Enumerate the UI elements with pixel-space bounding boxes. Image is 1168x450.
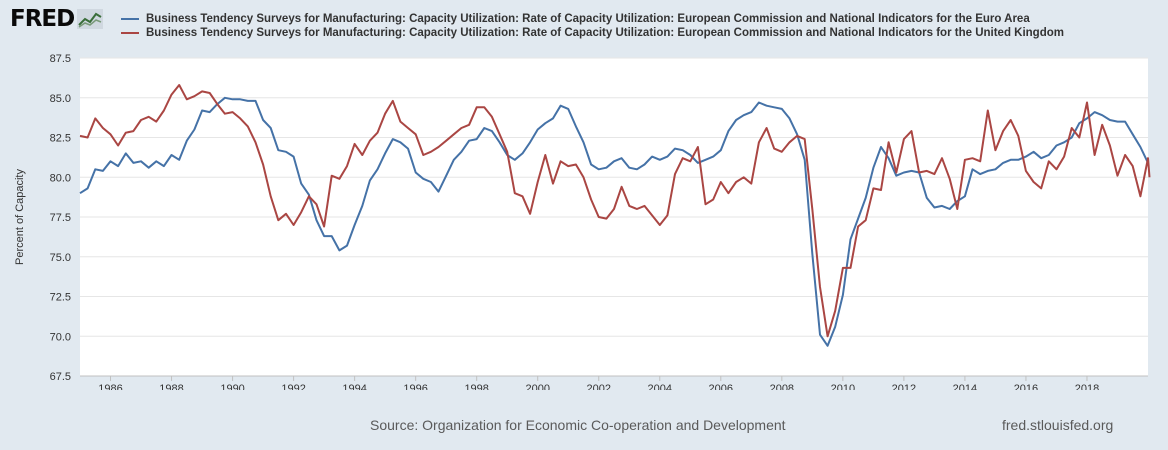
- chart-area: 67.5 70.0 72.5 75.0 77.5 80.0 82.5 85.0 87.5 198…: [0, 50, 1168, 395]
- legend-label-euro-area: Business Tendency Surveys for Manufactur…: [146, 13, 1030, 25]
- chart-header: FRED Business Tendency Surveys for Manuf…: [0, 0, 1168, 56]
- x-tick-label: 1986: [98, 383, 122, 390]
- line-chart-icon: [77, 9, 104, 29]
- x-tick-label: 1994: [342, 383, 366, 390]
- site-link[interactable]: fred.stlouisfed.org: [1002, 417, 1114, 433]
- y-tick-label: 80.0: [50, 172, 71, 184]
- x-tick-label: 2000: [525, 383, 549, 390]
- x-tick-label: 2002: [587, 383, 611, 390]
- x-tick-label: 2010: [831, 383, 855, 390]
- y-tick-label: 85.0: [50, 93, 71, 105]
- x-tick-label: 2018: [1075, 383, 1099, 390]
- legend-swatch-euro-area: [121, 18, 139, 20]
- series-line-euro-area[interactable]: [79, 96, 1149, 347]
- x-tick-label: 1990: [220, 383, 244, 390]
- y-tick-label: 75.0: [50, 252, 71, 264]
- x-tick-label: 2006: [709, 383, 733, 390]
- y-tick-label: 77.5: [50, 212, 71, 224]
- x-tick-label: 2014: [953, 383, 977, 390]
- x-tick-label: 1992: [281, 383, 305, 390]
- y-tick-label: 70.0: [50, 331, 71, 343]
- legend-label-united-kingdom: Business Tendency Surveys for Manufactur…: [146, 27, 1064, 39]
- y-tick-label: 82.5: [50, 133, 71, 145]
- x-tick-label: 1998: [464, 383, 488, 390]
- y-tick-label: 87.5: [50, 53, 71, 65]
- chart-legend: Business Tendency Surveys for Manufactur…: [121, 12, 1064, 40]
- line-chart[interactable]: 67.5 70.0 72.5 75.0 77.5 80.0 82.5 85.0 87.5 198…: [0, 50, 1168, 395]
- y-tick-label: 72.5: [50, 292, 71, 304]
- fred-logo[interactable]: FRED: [10, 6, 104, 32]
- fred-logo-text: FRED: [10, 6, 75, 32]
- series-line-united-kingdom[interactable]: [79, 84, 1151, 338]
- y-tick-label: 67.5: [50, 371, 71, 383]
- legend-item-united-kingdom[interactable]: Business Tendency Surveys for Manufactur…: [121, 26, 1064, 40]
- x-tick-label: 1996: [403, 383, 427, 390]
- x-tick-label: 2016: [1014, 383, 1038, 390]
- x-tick-label: 2008: [770, 383, 794, 390]
- x-tick-label: 2012: [892, 383, 916, 390]
- legend-swatch-united-kingdom: [121, 32, 139, 34]
- legend-item-euro-area[interactable]: Business Tendency Surveys for Manufactur…: [121, 12, 1064, 26]
- x-tick-label: 1988: [159, 383, 183, 390]
- y-axis-label: Percent of Capacity: [14, 169, 26, 265]
- source-note: Source: Organization for Economic Co-ope…: [370, 417, 786, 433]
- x-tick-label: 2004: [648, 383, 672, 390]
